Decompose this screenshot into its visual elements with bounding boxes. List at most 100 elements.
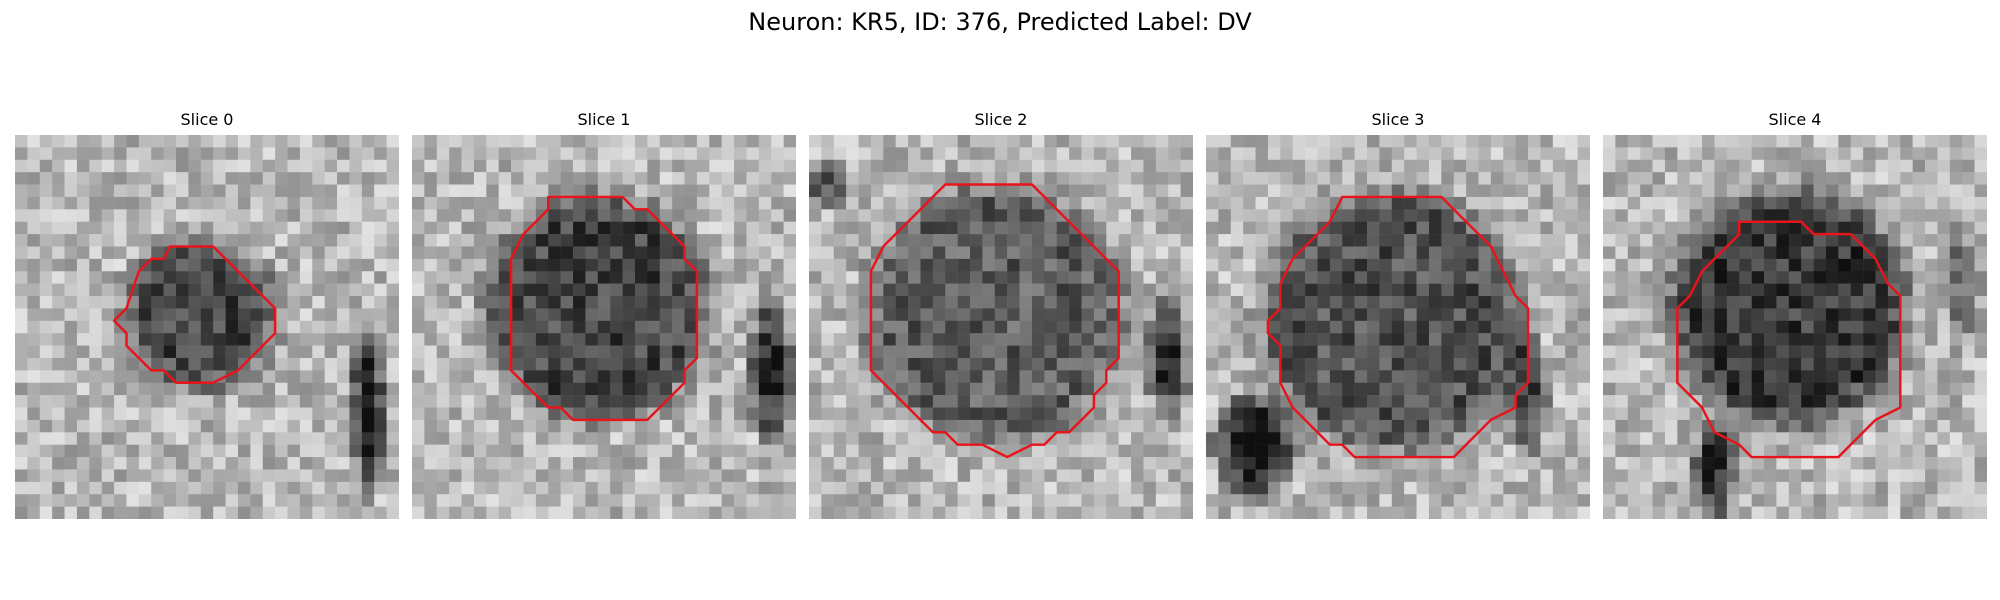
pixel bbox=[1714, 358, 1727, 371]
pixel bbox=[1032, 147, 1045, 160]
pixel bbox=[1739, 197, 1752, 210]
pixel bbox=[598, 271, 611, 284]
pixel bbox=[77, 197, 90, 210]
pixel bbox=[871, 222, 884, 235]
pixel bbox=[201, 135, 214, 148]
pixel bbox=[771, 408, 784, 421]
pixel bbox=[697, 482, 710, 495]
pixel bbox=[52, 420, 65, 433]
pixel bbox=[821, 296, 834, 309]
pixel bbox=[1801, 135, 1814, 148]
pixel bbox=[188, 172, 201, 185]
pixel bbox=[1181, 482, 1193, 495]
pixel bbox=[1392, 160, 1405, 173]
pixel bbox=[1776, 271, 1789, 284]
pixel bbox=[1640, 197, 1653, 210]
pixel bbox=[1814, 358, 1827, 371]
pixel bbox=[561, 246, 574, 259]
pixel bbox=[201, 507, 214, 519]
pixel bbox=[1913, 147, 1926, 160]
pixel bbox=[598, 383, 611, 396]
pixel bbox=[635, 457, 648, 470]
pixel bbox=[312, 259, 325, 272]
pixel bbox=[1119, 408, 1132, 421]
pixel bbox=[1677, 408, 1690, 421]
pixel bbox=[1540, 333, 1553, 346]
pixel bbox=[1677, 457, 1690, 470]
pixel bbox=[1714, 308, 1727, 321]
pixel bbox=[89, 185, 102, 198]
pixel bbox=[188, 209, 201, 222]
pixel bbox=[846, 246, 859, 259]
pixel bbox=[1826, 420, 1839, 433]
pixel bbox=[1528, 482, 1541, 495]
pixel bbox=[933, 457, 946, 470]
pixel bbox=[1007, 432, 1020, 445]
pixel bbox=[1553, 408, 1566, 421]
pixel bbox=[1131, 271, 1144, 284]
pixel bbox=[908, 494, 921, 507]
pixel bbox=[1503, 147, 1516, 160]
pixel bbox=[511, 259, 524, 272]
pixel bbox=[1677, 395, 1690, 408]
pixel bbox=[610, 147, 623, 160]
pixel bbox=[387, 346, 399, 359]
pixel bbox=[1417, 494, 1430, 507]
pixel bbox=[1503, 209, 1516, 222]
pixel bbox=[1640, 147, 1653, 160]
pixel bbox=[734, 445, 747, 458]
pixel bbox=[685, 395, 698, 408]
pixel bbox=[52, 445, 65, 458]
pixel bbox=[647, 432, 660, 445]
pixel bbox=[1553, 333, 1566, 346]
pixel bbox=[598, 222, 611, 235]
pixel bbox=[226, 284, 239, 297]
pixel bbox=[1863, 507, 1876, 519]
pixel bbox=[1379, 370, 1392, 383]
pixel bbox=[1714, 259, 1727, 272]
pixel bbox=[1962, 358, 1975, 371]
pixel bbox=[1466, 197, 1479, 210]
pixel bbox=[1119, 209, 1132, 222]
pixel bbox=[1057, 408, 1070, 421]
pixel bbox=[697, 358, 710, 371]
pixel bbox=[1057, 457, 1070, 470]
pixel bbox=[523, 408, 536, 421]
pixel bbox=[759, 445, 772, 458]
pixel bbox=[1528, 457, 1541, 470]
pixel bbox=[1628, 209, 1641, 222]
pixel bbox=[263, 482, 276, 495]
pixel bbox=[784, 271, 796, 284]
pixel bbox=[1454, 271, 1467, 284]
pixel bbox=[1069, 308, 1082, 321]
pixel bbox=[746, 383, 759, 396]
pixel bbox=[1801, 172, 1814, 185]
pixel bbox=[1342, 482, 1355, 495]
pixel bbox=[511, 308, 524, 321]
pixel bbox=[809, 321, 822, 334]
pixel bbox=[437, 259, 450, 272]
pixel bbox=[412, 395, 425, 408]
pixel bbox=[1801, 346, 1814, 359]
pixel bbox=[1342, 457, 1355, 470]
pixel bbox=[1752, 321, 1765, 334]
pixel bbox=[672, 346, 685, 359]
pixel bbox=[1752, 209, 1765, 222]
pixel bbox=[387, 494, 399, 507]
pixel bbox=[1479, 408, 1492, 421]
pixel bbox=[1454, 147, 1467, 160]
pixel bbox=[1119, 358, 1132, 371]
pixel bbox=[1094, 185, 1107, 198]
pixel bbox=[1367, 482, 1380, 495]
pixel bbox=[337, 271, 350, 284]
pixel bbox=[1752, 234, 1765, 247]
pixel bbox=[536, 321, 549, 334]
pixel bbox=[126, 197, 139, 210]
pixel bbox=[1962, 445, 1975, 458]
pixel bbox=[722, 197, 735, 210]
pixel bbox=[374, 432, 387, 445]
pixel bbox=[27, 222, 40, 235]
pixel bbox=[1789, 222, 1802, 235]
pixel bbox=[1330, 172, 1343, 185]
pixel bbox=[945, 172, 958, 185]
